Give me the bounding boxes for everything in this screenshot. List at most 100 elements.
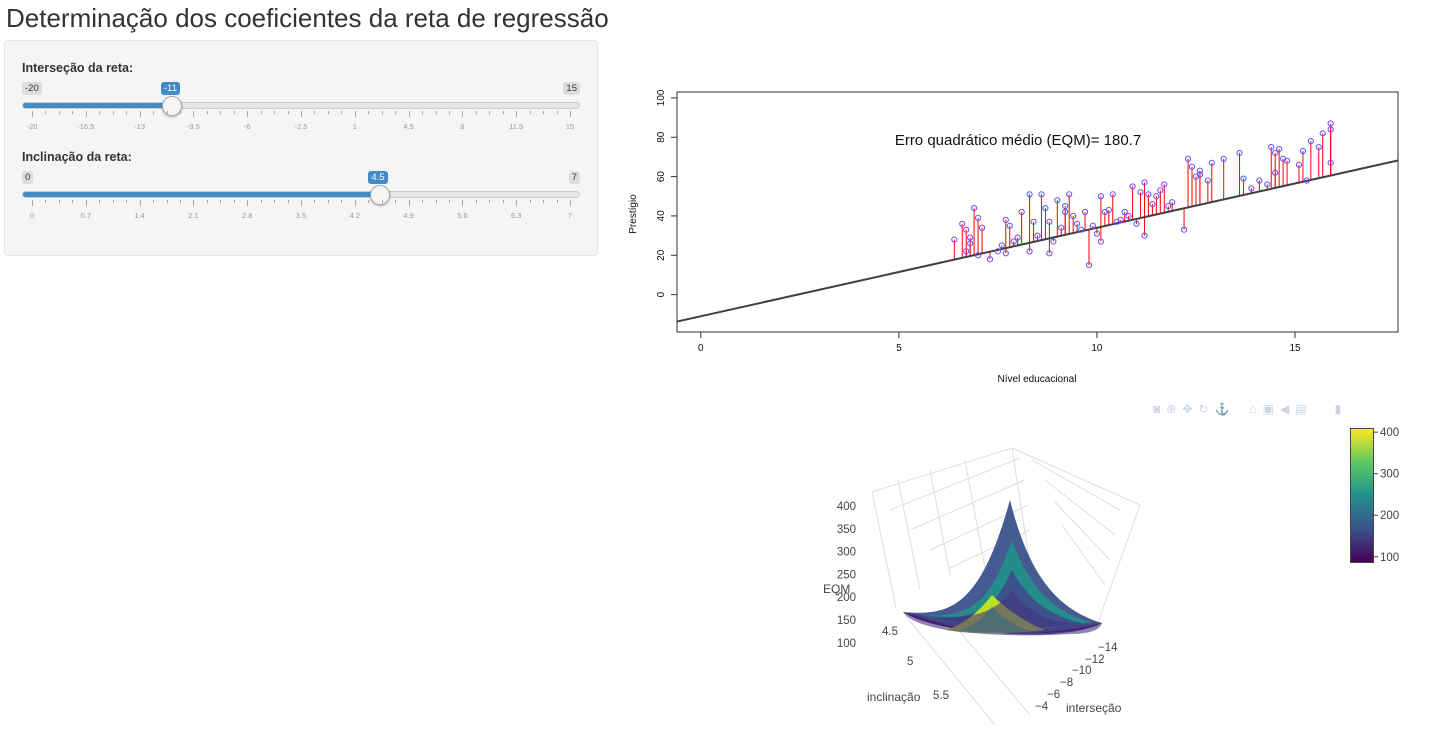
slider-minor-tick xyxy=(381,200,383,203)
slider-minor-tick xyxy=(475,111,477,114)
slider-minor-tick xyxy=(543,200,545,203)
data-point xyxy=(967,234,974,241)
slider-tick xyxy=(462,200,464,206)
slope-slider[interactable]: Inclinação da reta: 0 7 4.5 0 0.7 1.4 2.1 2.… xyxy=(22,150,580,220)
slider-minor-tick xyxy=(448,111,450,114)
data-point xyxy=(1141,232,1148,239)
slope-slider-label: Inclinação da reta: xyxy=(22,150,132,164)
slider-minor-tick xyxy=(368,111,370,114)
slider-minor-tick xyxy=(112,200,114,203)
orbit-icon[interactable]: ↻ xyxy=(1198,402,1209,416)
data-point xyxy=(1184,155,1192,162)
slope-slider-value: 4.5 xyxy=(368,171,388,184)
slope-slider-handle[interactable] xyxy=(369,185,390,205)
slider-tick-label: -20 xyxy=(26,122,38,131)
data-point xyxy=(1074,220,1081,227)
slider-tick xyxy=(247,200,249,206)
data-point xyxy=(1038,191,1045,198)
slider-minor-tick xyxy=(502,111,504,114)
slider-minor-tick xyxy=(327,200,329,203)
slider-tick-label: -9.5 xyxy=(186,122,200,131)
plotly-logo-icon[interactable]: ▮ xyxy=(1334,402,1342,416)
data-point xyxy=(998,242,1005,249)
intercept-tick-label: −10 xyxy=(1072,665,1092,677)
z-axis-title: EQM xyxy=(823,582,850,596)
data-point xyxy=(1014,234,1021,241)
data-point xyxy=(1248,185,1255,192)
slider-minor-tick xyxy=(448,200,450,203)
toggle-spikelines-icon[interactable]: ▤ xyxy=(1295,402,1307,416)
x-axis-label: Nível educacional xyxy=(998,374,1077,385)
turntable-icon[interactable]: ⚓ xyxy=(1214,402,1230,416)
slider-tick xyxy=(570,111,571,117)
colorbar-tick-label: 400 xyxy=(1380,427,1399,439)
intercept-tick-label: −4 xyxy=(1035,701,1049,713)
data-point xyxy=(1272,169,1279,176)
slider-minor-tick xyxy=(435,200,437,203)
slider-minor-tick xyxy=(314,111,316,114)
data-point xyxy=(1283,157,1291,164)
data-point xyxy=(1169,199,1176,206)
intercept-slider-track[interactable] xyxy=(22,96,580,116)
reset-camera-icon[interactable]: ▣ xyxy=(1262,402,1274,416)
slider-tick xyxy=(354,111,356,117)
slider-tick-label: 7 xyxy=(567,211,573,220)
slider-minor-tick xyxy=(287,111,289,114)
slider-tick xyxy=(462,111,464,117)
data-point xyxy=(1125,212,1132,220)
slider-minor-tick xyxy=(475,200,477,203)
z-tick-label: 200 xyxy=(837,592,856,604)
data-point xyxy=(1089,222,1097,229)
slider-minor-tick xyxy=(45,111,47,114)
slider-tick-label: 4.2 xyxy=(349,211,361,220)
x-tick-label: 0 xyxy=(698,343,704,354)
z-tick-label: 400 xyxy=(837,501,856,513)
data-point xyxy=(963,248,970,255)
slider-minor-tick xyxy=(99,111,101,114)
y-tick-label: 80 xyxy=(656,131,667,143)
data-point xyxy=(1042,204,1049,212)
intercept-slider[interactable]: Interseção da reta: -20 15 -11 -20 -16.5-… xyxy=(22,61,580,131)
slider-tick xyxy=(516,111,518,117)
slider-minor-tick xyxy=(489,111,491,114)
data-point xyxy=(986,256,994,263)
slider-tick xyxy=(408,200,410,206)
data-point xyxy=(1236,149,1243,157)
hover-closest-icon[interactable]: ◀ xyxy=(1279,402,1290,416)
data-point xyxy=(1034,232,1041,239)
colorbar-ticks: 400 300 200 100 xyxy=(1374,427,1399,564)
slider-tick xyxy=(139,111,141,117)
slider-minor-tick xyxy=(287,200,289,203)
slider-minor-tick xyxy=(112,111,114,114)
data-point xyxy=(974,252,982,259)
data-point xyxy=(1105,206,1112,214)
data-point xyxy=(1097,193,1104,200)
slider-tick-label: 8 xyxy=(460,122,465,131)
data-point xyxy=(967,240,974,247)
camera-icon[interactable]: ◙ xyxy=(1153,402,1161,416)
data-point xyxy=(1204,177,1211,184)
data-point xyxy=(1157,187,1164,194)
z-tick-label: 350 xyxy=(837,524,856,536)
pan-icon[interactable]: ✥ xyxy=(1182,402,1193,416)
slope-slider-track[interactable] xyxy=(22,185,580,205)
x-tick-label: 10 xyxy=(1091,343,1103,354)
inclination-tick-label: 5.5 xyxy=(933,690,949,702)
slope-slider-fill xyxy=(23,192,379,197)
data-point xyxy=(1141,179,1148,186)
data-point xyxy=(1050,238,1057,245)
slider-minor-tick xyxy=(206,111,208,114)
slider-tick xyxy=(85,111,87,117)
data-point xyxy=(1006,222,1013,229)
slider-tick-label: 6.3 xyxy=(510,211,522,220)
data-point xyxy=(1256,177,1263,184)
data-point xyxy=(1002,216,1009,223)
zoom-icon[interactable]: ⊕ xyxy=(1166,402,1177,416)
home-icon[interactable]: ⌂ xyxy=(1249,402,1257,416)
slider-minor-tick xyxy=(99,200,101,203)
slider-minor-tick xyxy=(395,111,397,114)
data-point xyxy=(1161,181,1168,188)
data-point xyxy=(1276,145,1283,153)
slider-minor-tick xyxy=(72,111,74,114)
data-point xyxy=(974,214,982,222)
